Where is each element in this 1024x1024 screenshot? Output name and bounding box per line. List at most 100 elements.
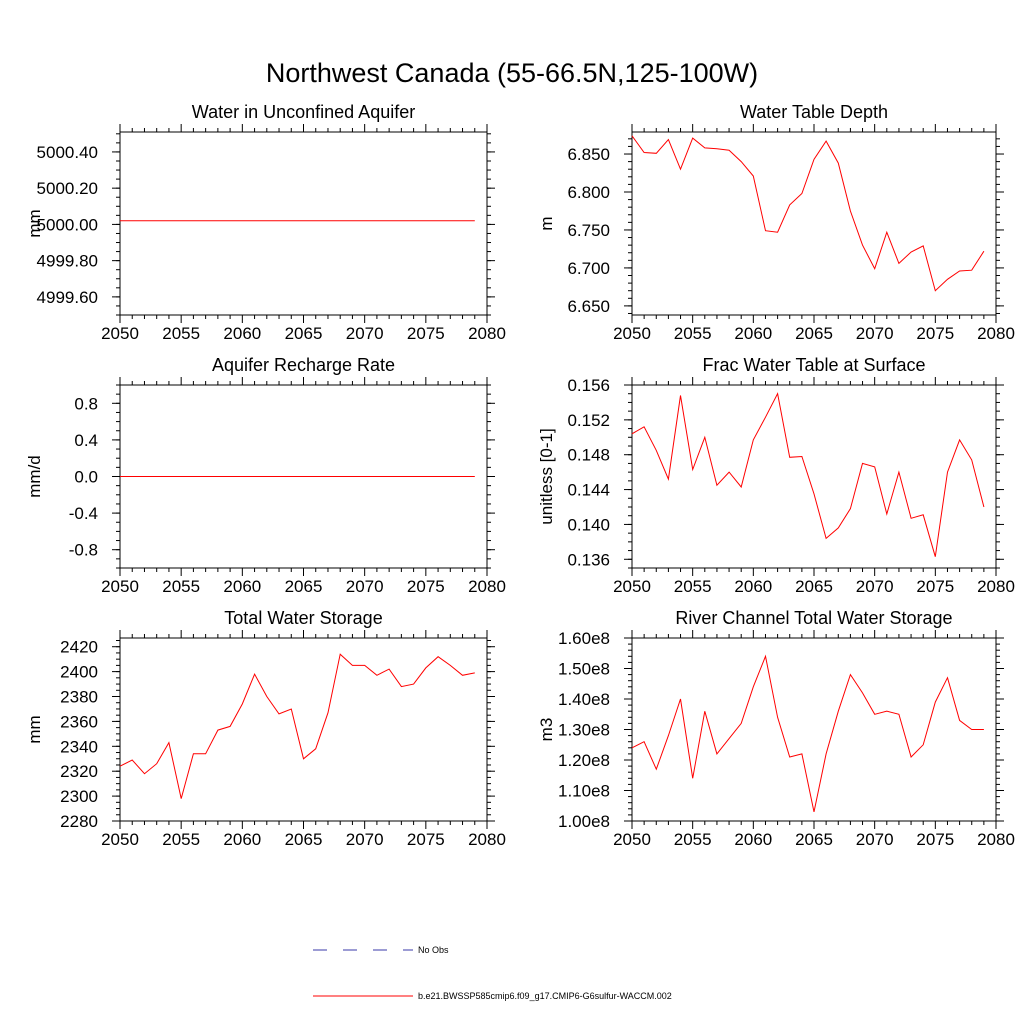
x-tick-label: 2055 — [674, 324, 712, 343]
x-tick-label: 2055 — [162, 830, 200, 849]
y-tick-label: 1.50e8 — [558, 660, 610, 679]
y-tick-label: 2400 — [60, 663, 98, 682]
plot-frame — [119, 131, 488, 316]
y-tick-label: 2340 — [60, 737, 98, 756]
chart-panel-5: Total Water Storage mm 2050 2055 2060 2065 207… — [25, 608, 506, 849]
x-tick-label: 2080 — [977, 324, 1015, 343]
y-tick-label: 0.136 — [567, 550, 610, 569]
plot-frame — [119, 637, 488, 822]
x-tick-label: 2080 — [977, 577, 1015, 596]
y-tick-label: 0.148 — [567, 446, 610, 465]
y-tick-label: 1.00e8 — [558, 812, 610, 831]
x-tick-label: 2075 — [916, 830, 954, 849]
y-tick-label: 5000.00 — [37, 215, 98, 234]
y-tick-label: 6.750 — [567, 221, 610, 240]
x-tick-label: 2070 — [856, 577, 894, 596]
y-tick-label: -0.4 — [69, 504, 98, 523]
legend: No Obs b.e21.BWSSP585cmip6.f09_g17.CMIP6… — [313, 945, 672, 1001]
x-tick-label: 2075 — [916, 324, 954, 343]
x-tick-label: 2050 — [101, 577, 139, 596]
x-tick-label: 2065 — [285, 830, 323, 849]
x-tick-label: 2070 — [346, 577, 384, 596]
x-tick-label: 2050 — [101, 324, 139, 343]
panel-title: Water Table Depth — [740, 102, 888, 122]
y-tick-label: 6.700 — [567, 259, 610, 278]
x-tick-label: 2065 — [795, 324, 833, 343]
y-axis-label: unitless [0-1] — [537, 428, 556, 524]
y-tick-label: 1.40e8 — [558, 690, 610, 709]
y-tick-label: 4999.80 — [37, 252, 98, 271]
y-tick-label: 0.144 — [567, 481, 610, 500]
y-axis-label: m3 — [537, 718, 556, 742]
y-tick-label: 0.4 — [74, 431, 98, 450]
y-tick-label: 0.152 — [567, 411, 610, 430]
series-line — [631, 392, 985, 557]
x-tick-label: 2055 — [674, 830, 712, 849]
y-tick-label: 5000.20 — [37, 179, 98, 198]
y-tick-label: 0.0 — [74, 468, 98, 487]
x-tick-label: 2070 — [856, 324, 894, 343]
x-tick-label: 2065 — [285, 324, 323, 343]
series-line — [631, 135, 985, 292]
chart-panel-2: Water Table Depth m 2050 2055 2060 2065 2070 20… — [537, 102, 1015, 343]
x-tick-label: 2070 — [346, 830, 384, 849]
y-axis-label: mm/d — [25, 455, 44, 498]
x-tick-label: 2075 — [407, 830, 445, 849]
y-tick-label: 0.156 — [567, 376, 610, 395]
y-tick-label: 4999.60 — [37, 288, 98, 307]
x-tick-label: 2060 — [223, 830, 261, 849]
x-tick-label: 2050 — [613, 577, 651, 596]
y-tick-label: 5000.40 — [37, 143, 98, 162]
y-tick-label: 0.8 — [74, 394, 98, 413]
x-tick-label: 2050 — [613, 324, 651, 343]
x-tick-label: 2050 — [101, 830, 139, 849]
y-tick-label: 1.30e8 — [558, 721, 610, 740]
plot-frame — [631, 637, 997, 822]
x-tick-label: 2055 — [162, 577, 200, 596]
x-tick-label: 2060 — [734, 324, 772, 343]
chart-panel-6: River Channel Total Water Storage m3 2050 2… — [537, 608, 1015, 849]
figure-title: Northwest Canada (55-66.5N,125-100W) — [266, 58, 758, 88]
chart-panel-1: Water in Unconfined Aquifer mm 2050 2055 206… — [25, 102, 506, 343]
x-tick-label: 2070 — [856, 830, 894, 849]
series-line — [631, 654, 984, 813]
x-tick-label: 2065 — [285, 577, 323, 596]
legend-label-model: b.e21.BWSSP585cmip6.f09_g17.CMIP6-G6sulf… — [418, 991, 672, 1001]
panel-title: Frac Water Table at Surface — [702, 355, 925, 375]
y-tick-label: 6.650 — [567, 297, 610, 316]
y-tick-label: 2300 — [60, 787, 98, 806]
x-tick-label: 2060 — [223, 324, 261, 343]
panel-title: River Channel Total Water Storage — [675, 608, 952, 628]
chart-panel-4: Frac Water Table at Surface unitless [0-1… — [537, 355, 1015, 596]
x-tick-label: 2060 — [734, 577, 772, 596]
y-tick-label: 2320 — [60, 762, 98, 781]
y-tick-label: 2360 — [60, 712, 98, 731]
y-axis-label: mm — [25, 715, 44, 743]
x-tick-label: 2060 — [223, 577, 261, 596]
y-tick-label: 2420 — [60, 638, 98, 657]
x-tick-label: 2065 — [795, 830, 833, 849]
x-tick-label: 2050 — [613, 830, 651, 849]
y-tick-label: 2280 — [60, 812, 98, 831]
y-tick-label: 1.60e8 — [558, 629, 610, 648]
x-tick-label: 2065 — [795, 577, 833, 596]
chart-panel-3: Aquifer Recharge Rate mm/d 2050 2055 2060 206… — [25, 355, 506, 596]
panel-title: Water in Unconfined Aquifer — [192, 102, 415, 122]
y-tick-label: -0.8 — [69, 541, 98, 560]
x-tick-label: 2070 — [346, 324, 384, 343]
x-tick-label: 2055 — [162, 324, 200, 343]
x-tick-label: 2080 — [468, 324, 506, 343]
legend-label-no-obs: No Obs — [418, 945, 449, 955]
y-axis-label: mm — [25, 209, 44, 237]
series-line — [119, 653, 475, 799]
panels: Water in Unconfined Aquifer mm 2050 2055 206… — [25, 102, 1015, 849]
y-axis-label: m — [537, 216, 556, 230]
y-tick-label: 6.850 — [567, 145, 610, 164]
x-tick-label: 2075 — [407, 577, 445, 596]
y-tick-label: 0.140 — [567, 515, 610, 534]
x-tick-label: 2080 — [468, 830, 506, 849]
panel-title: Total Water Storage — [224, 608, 382, 628]
x-tick-label: 2075 — [916, 577, 954, 596]
y-tick-label: 2380 — [60, 688, 98, 707]
